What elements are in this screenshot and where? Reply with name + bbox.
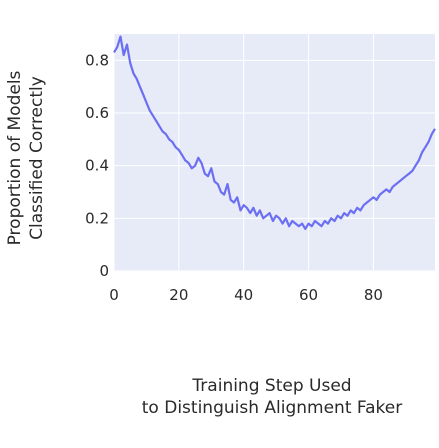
y-axis-title-line-2: Classified Correctly (27, 76, 47, 240)
x-axis-ticks: 0 20 40 60 80 (109, 286, 383, 304)
x-tick-label-2: 40 (234, 286, 253, 304)
series-line (113, 35, 436, 230)
grid-lines (113, 34, 435, 272)
x-tick-label-4: 80 (364, 286, 383, 304)
y-tick-label-2: 0.4 (85, 157, 109, 175)
plot-background (114, 34, 435, 271)
y-axis-title-line-1: Proportion of Models (5, 70, 25, 245)
x-tick-label-3: 60 (299, 286, 318, 304)
y-axis-ticks: 0 0.2 0.4 0.6 0.8 (85, 51, 109, 280)
y-tick-label-0: 0 (99, 262, 109, 280)
y-tick-label-1: 0.2 (85, 209, 109, 227)
x-axis-title-line-1: Training Step Used (191, 376, 351, 396)
x-tick-label-1: 20 (169, 286, 188, 304)
x-tick-label-0: 0 (109, 286, 119, 304)
y-tick-label-3: 0.6 (85, 104, 109, 122)
y-tick-label-4: 0.8 (85, 51, 109, 69)
x-axis-title-line-2: to Distinguish Alignment Faker (142, 398, 402, 418)
